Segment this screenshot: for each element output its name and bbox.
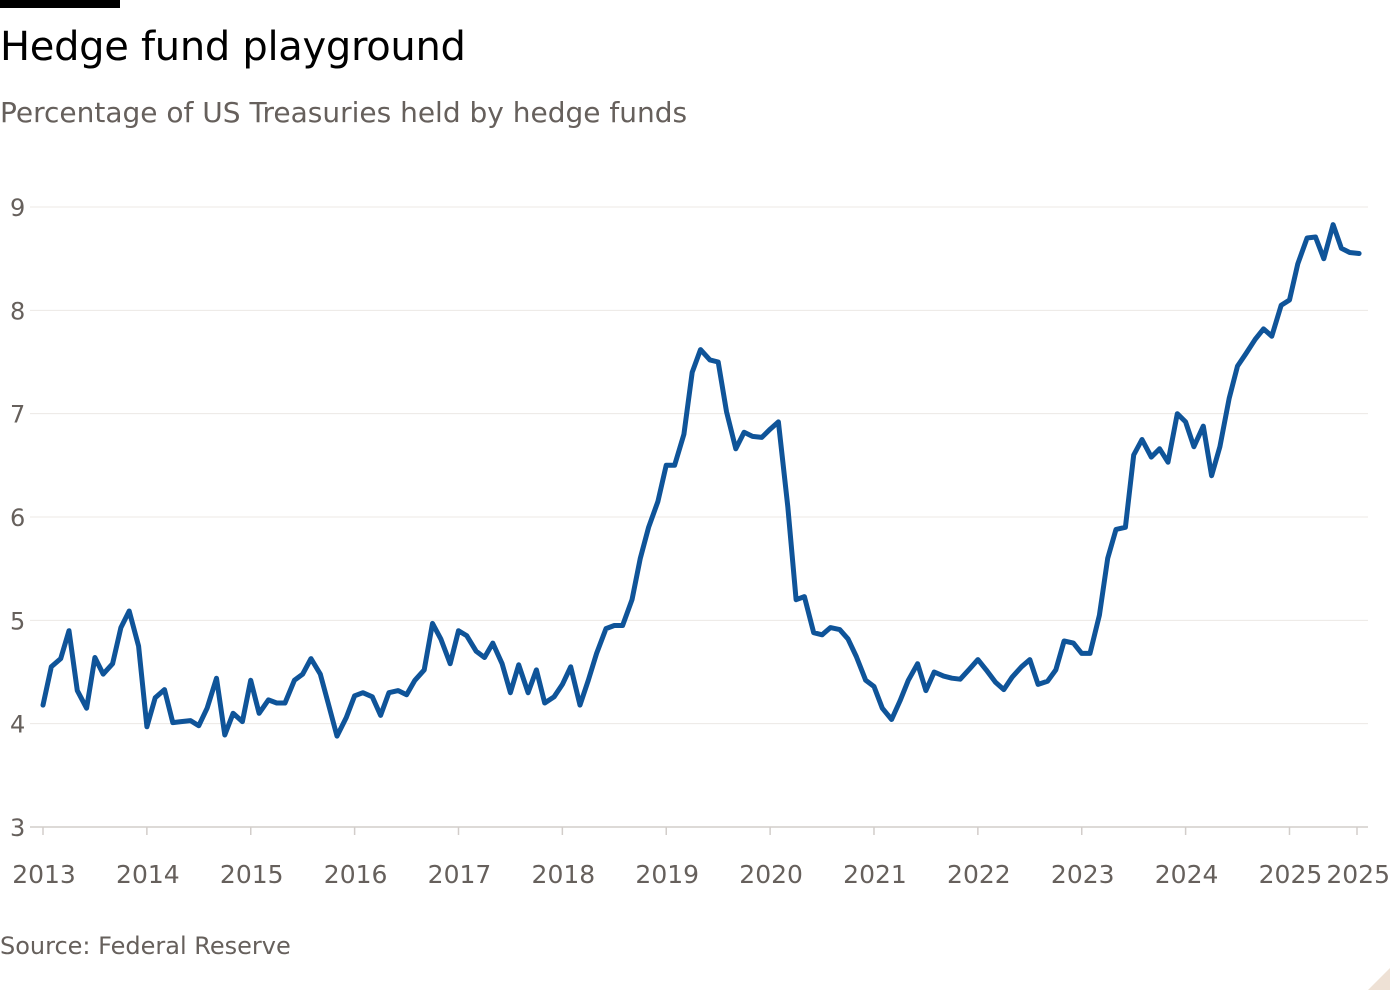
x-tick-label: 2018 [532, 860, 596, 889]
x-tick-label: 2014 [116, 860, 180, 889]
x-tick-label: 2025 [1326, 860, 1390, 889]
x-tick-label: 2020 [739, 860, 803, 889]
x-tick-label: 2023 [1051, 860, 1115, 889]
y-tick-label: 8 [10, 297, 25, 325]
y-tick-label: 4 [10, 711, 25, 739]
source-note: Source: Federal Reserve [0, 932, 291, 960]
x-tick-label: 2016 [324, 860, 388, 889]
corner-fold-decoration [1368, 968, 1390, 990]
x-tick-label: 2022 [947, 860, 1011, 889]
x-tick-label: 2013 [12, 860, 76, 889]
x-tick-label: 2017 [428, 860, 492, 889]
x-tick-label: 2025 [1259, 860, 1323, 889]
chart-subtitle: Percentage of US Treasuries held by hedg… [0, 96, 688, 129]
x-tick-label: 2019 [635, 860, 699, 889]
x-tick-label: 2024 [1155, 860, 1219, 889]
y-tick-label: 9 [10, 194, 25, 222]
y-tick-label: 7 [10, 401, 25, 429]
series-line [40, 222, 1362, 739]
y-tick-label: 3 [10, 814, 25, 842]
line-chart: 3 4 5 6 7 8 9 2013 2014 2015 2016 2017 2018 2019 2020 2… [10, 194, 1390, 889]
x-tick-label: 2021 [843, 860, 907, 889]
header-accent-bar [0, 0, 120, 8]
y-tick-label: 6 [10, 504, 25, 532]
x-tick-label: 2015 [220, 860, 284, 889]
y-tick-label: 5 [10, 607, 25, 635]
chart-title: Hedge fund playground [0, 24, 466, 70]
